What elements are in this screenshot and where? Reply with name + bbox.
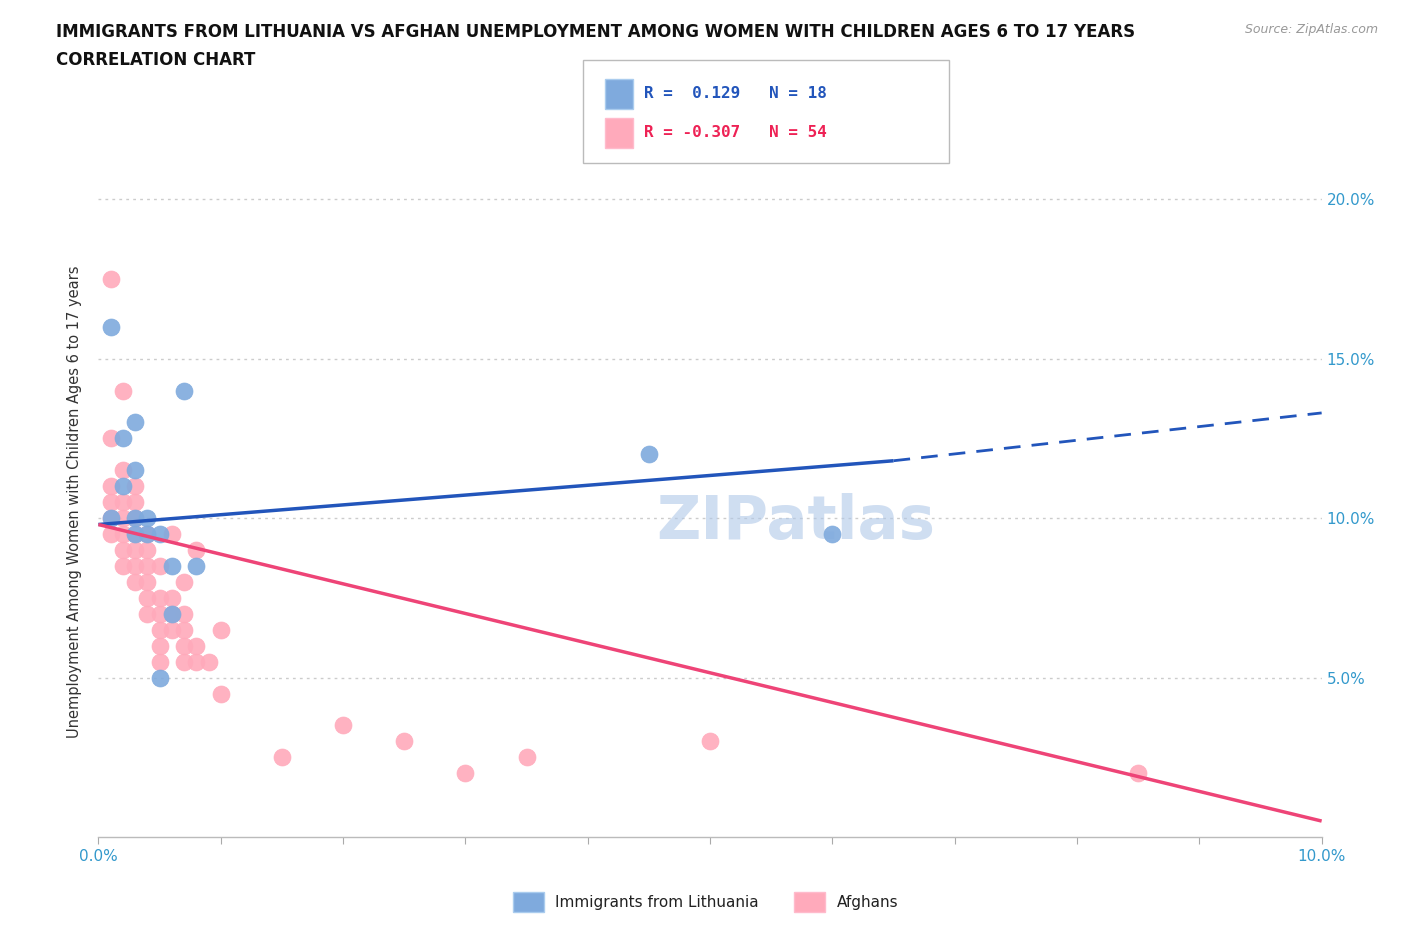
Text: Afghans: Afghans bbox=[837, 895, 898, 910]
Point bbox=[136, 591, 159, 605]
Text: CORRELATION CHART: CORRELATION CHART bbox=[56, 51, 256, 69]
Point bbox=[392, 734, 416, 749]
Point bbox=[111, 383, 134, 398]
Point bbox=[136, 511, 159, 525]
Point bbox=[124, 526, 146, 541]
Point bbox=[149, 559, 172, 574]
Point bbox=[136, 526, 159, 541]
Y-axis label: Unemployment Among Women with Children Ages 6 to 17 years: Unemployment Among Women with Children A… bbox=[67, 266, 83, 738]
Point bbox=[173, 606, 195, 621]
Point bbox=[173, 622, 195, 637]
Point bbox=[124, 542, 146, 557]
Point bbox=[149, 591, 172, 605]
Point bbox=[111, 495, 134, 510]
Point bbox=[149, 671, 172, 685]
Point bbox=[149, 638, 172, 653]
Point bbox=[136, 575, 159, 590]
Point bbox=[173, 654, 195, 669]
Point bbox=[100, 495, 122, 510]
Point bbox=[1128, 765, 1150, 780]
Point bbox=[173, 638, 195, 653]
Point bbox=[186, 559, 208, 574]
Point bbox=[124, 511, 146, 525]
Point bbox=[332, 718, 354, 733]
Point bbox=[160, 559, 183, 574]
Point bbox=[160, 606, 183, 621]
Point bbox=[136, 606, 159, 621]
Point bbox=[173, 383, 195, 398]
Point bbox=[100, 431, 122, 445]
Point bbox=[100, 319, 122, 334]
Point bbox=[111, 559, 134, 574]
Point bbox=[111, 511, 134, 525]
Point bbox=[100, 511, 122, 525]
Point bbox=[124, 511, 146, 525]
Point bbox=[124, 575, 146, 590]
Point bbox=[124, 559, 146, 574]
Point bbox=[454, 765, 477, 780]
Point bbox=[160, 606, 183, 621]
Point bbox=[124, 526, 146, 541]
Point bbox=[186, 654, 208, 669]
Point bbox=[149, 606, 172, 621]
Point bbox=[197, 654, 219, 669]
Point bbox=[160, 591, 183, 605]
Point bbox=[209, 686, 232, 701]
Point bbox=[270, 750, 292, 764]
Point bbox=[100, 511, 122, 525]
Point bbox=[136, 526, 159, 541]
Point bbox=[124, 495, 146, 510]
Point bbox=[637, 447, 661, 462]
Point bbox=[160, 526, 183, 541]
Point bbox=[100, 479, 122, 494]
Point bbox=[100, 272, 122, 286]
Text: IMMIGRANTS FROM LITHUANIA VS AFGHAN UNEMPLOYMENT AMONG WOMEN WITH CHILDREN AGES : IMMIGRANTS FROM LITHUANIA VS AFGHAN UNEM… bbox=[56, 23, 1136, 41]
Point bbox=[111, 542, 134, 557]
Point bbox=[160, 622, 183, 637]
Point bbox=[124, 415, 146, 430]
Text: ZIPatlas: ZIPatlas bbox=[657, 493, 935, 551]
Point bbox=[149, 654, 172, 669]
Point bbox=[111, 463, 134, 478]
Point bbox=[136, 559, 159, 574]
Point bbox=[186, 638, 208, 653]
Point bbox=[111, 431, 134, 445]
Text: Immigrants from Lithuania: Immigrants from Lithuania bbox=[555, 895, 759, 910]
Text: R = -0.307   N = 54: R = -0.307 N = 54 bbox=[644, 126, 827, 140]
Point bbox=[173, 575, 195, 590]
Point bbox=[111, 479, 134, 494]
Point bbox=[209, 622, 232, 637]
Point bbox=[100, 526, 122, 541]
Point bbox=[124, 479, 146, 494]
Point bbox=[136, 542, 159, 557]
Point bbox=[516, 750, 538, 764]
Point bbox=[124, 463, 146, 478]
Point bbox=[149, 622, 172, 637]
Point bbox=[821, 526, 844, 541]
Point bbox=[149, 526, 172, 541]
Point bbox=[111, 526, 134, 541]
Text: Source: ZipAtlas.com: Source: ZipAtlas.com bbox=[1244, 23, 1378, 36]
Point bbox=[186, 542, 208, 557]
Text: R =  0.129   N = 18: R = 0.129 N = 18 bbox=[644, 86, 827, 101]
Point bbox=[699, 734, 721, 749]
